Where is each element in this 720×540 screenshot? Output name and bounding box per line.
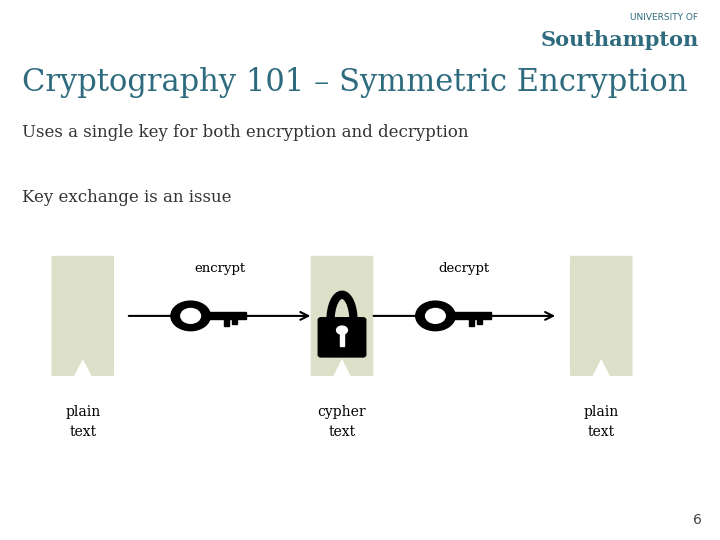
Circle shape <box>415 301 455 330</box>
Polygon shape <box>311 256 373 375</box>
Bar <box>340 331 344 346</box>
Bar <box>477 319 482 325</box>
Bar <box>209 313 246 319</box>
Text: Uses a single key for both encryption and decryption: Uses a single key for both encryption an… <box>22 124 468 141</box>
Bar <box>232 319 237 325</box>
Circle shape <box>336 326 348 334</box>
Text: decrypt: decrypt <box>438 262 490 275</box>
Circle shape <box>181 308 200 323</box>
Text: Cryptography 101 – Symmetric Encryption: Cryptography 101 – Symmetric Encryption <box>22 68 687 98</box>
Bar <box>454 313 491 319</box>
Text: Southampton: Southampton <box>540 30 698 50</box>
Circle shape <box>171 301 210 330</box>
Bar <box>469 319 474 326</box>
Text: UNIVERSITY OF: UNIVERSITY OF <box>631 14 698 23</box>
Text: encrypt: encrypt <box>194 262 246 275</box>
Text: plain
text: plain text <box>66 405 100 438</box>
Text: Key exchange is an issue: Key exchange is an issue <box>22 189 231 206</box>
Bar <box>224 319 229 326</box>
Polygon shape <box>571 256 632 375</box>
Text: cypher
text: cypher text <box>318 405 366 438</box>
Text: 6: 6 <box>693 512 702 526</box>
Circle shape <box>426 308 445 323</box>
Polygon shape <box>53 256 114 375</box>
FancyBboxPatch shape <box>318 318 366 357</box>
Text: plain
text: plain text <box>584 405 618 438</box>
